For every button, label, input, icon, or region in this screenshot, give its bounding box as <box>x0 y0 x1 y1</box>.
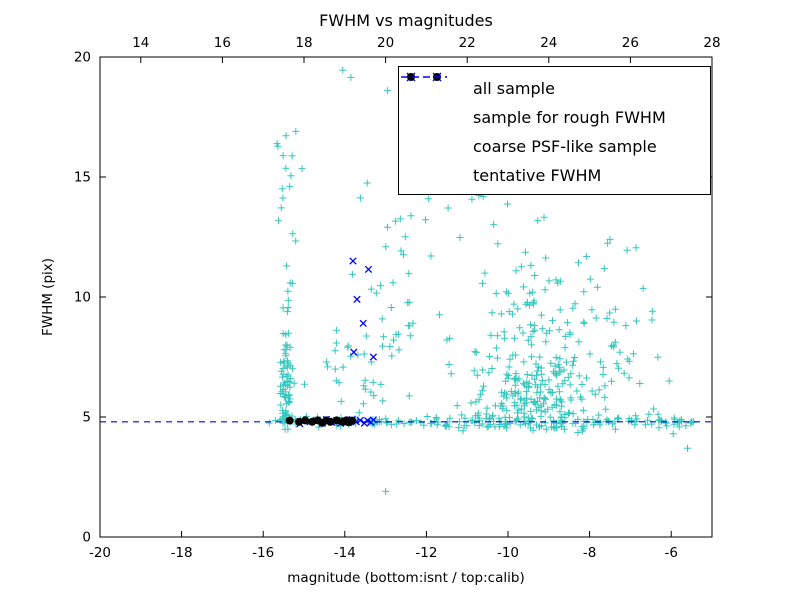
tick-label: 15 <box>74 170 91 186</box>
y-axis-label: FWHM (pix) <box>40 258 56 336</box>
tick-label: -20 <box>89 545 111 561</box>
tick-label: 24 <box>540 35 557 51</box>
legend-label: all sample <box>473 79 555 98</box>
tick-label: 28 <box>703 35 720 51</box>
legend: all sample sample for rough FWHM coarse … <box>398 66 711 195</box>
chart-title: FWHM vs magnitudes <box>319 11 493 30</box>
scatter-marks <box>100 66 712 495</box>
tick-label: -10 <box>497 545 519 561</box>
tick-label: 18 <box>295 35 312 51</box>
tick-label: -12 <box>415 545 437 561</box>
x-marker-icon <box>406 72 461 127</box>
tick-label: 16 <box>214 35 231 51</box>
tick-label: 10 <box>74 290 91 306</box>
tick-label: 5 <box>82 410 91 426</box>
tick-label: -18 <box>171 545 193 561</box>
tick-label: -6 <box>664 545 677 561</box>
dot-marker-icon <box>407 73 461 156</box>
tick-label: 20 <box>377 35 394 51</box>
tick-label: 0 <box>82 530 91 546</box>
tick-label: 26 <box>622 35 639 51</box>
legend-item-tentative-fwhm: tentative FWHM <box>401 76 710 190</box>
dashed-line-icon <box>401 76 461 185</box>
legend-label: coarse PSF-like sample <box>473 137 657 156</box>
tick-label: 22 <box>459 35 476 51</box>
legend-item-all-sample: all sample <box>407 73 710 103</box>
tick-label: 14 <box>132 35 149 51</box>
series-dot <box>285 416 357 427</box>
legend-label: sample for rough FWHM <box>473 108 666 127</box>
tick-label: -8 <box>583 545 596 561</box>
x-axis-label: magnitude (bottom:isnt / top:calib) <box>287 570 524 586</box>
series-plus <box>265 66 698 495</box>
axes-frame: -20 -18 -16 -14 -12 -10 -8 -6 14 16 18 20 22 24 26 28 0 5… <box>74 35 721 561</box>
tick-label: -14 <box>334 545 356 561</box>
legend-label: tentative FWHM <box>473 166 602 185</box>
legend-item-rough-fwhm: sample for rough FWHM <box>406 72 710 132</box>
tick-label: 20 <box>74 50 91 66</box>
legend-item-coarse-psf: coarse PSF-like sample <box>407 73 710 161</box>
tick-label: -16 <box>252 545 274 561</box>
